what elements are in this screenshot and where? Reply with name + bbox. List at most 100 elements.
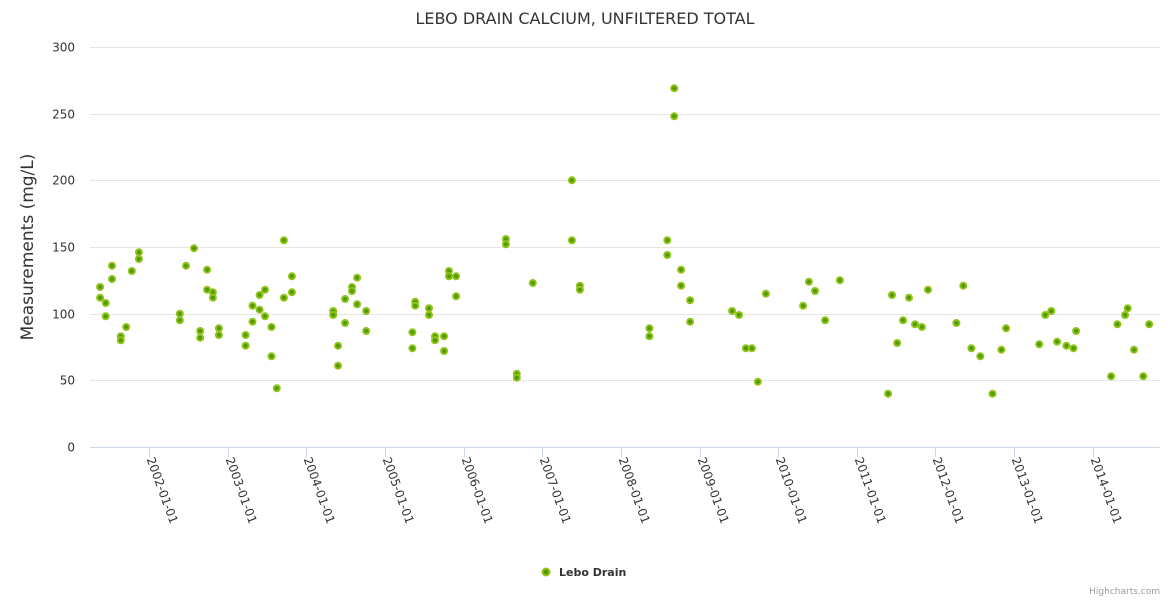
credits-link[interactable]: Highcharts.com [1089, 587, 1160, 597]
data-point[interactable] [362, 307, 371, 315]
data-point[interactable] [261, 312, 269, 321]
data-point[interactable] [905, 293, 913, 302]
data-point[interactable] [1062, 341, 1071, 350]
data-point[interactable] [663, 251, 672, 259]
data-point[interactable] [452, 272, 461, 281]
data-point[interactable] [967, 344, 976, 353]
data-point[interactable] [255, 305, 264, 314]
data-point[interactable] [334, 341, 342, 350]
data-point[interactable] [196, 333, 205, 342]
data-point[interactable] [440, 347, 449, 355]
data-point[interactable] [899, 316, 907, 325]
data-point[interactable] [353, 273, 362, 282]
data-point[interactable] [821, 316, 830, 325]
data-point[interactable] [567, 176, 576, 185]
data-point[interactable] [408, 328, 417, 337]
data-point[interactable] [341, 319, 350, 327]
data-point[interactable] [924, 285, 932, 294]
data-point[interactable] [1041, 311, 1050, 319]
data-point[interactable] [911, 320, 919, 329]
data-point[interactable] [267, 323, 276, 331]
data-point[interactable] [214, 331, 223, 339]
data-point[interactable] [334, 361, 342, 370]
data-point[interactable] [1139, 372, 1148, 381]
data-point[interactable] [175, 309, 184, 318]
data-point[interactable] [203, 265, 212, 274]
data-point[interactable] [431, 336, 439, 345]
data-point[interactable] [686, 296, 695, 305]
data-point[interactable] [1069, 344, 1078, 353]
data-point[interactable] [747, 344, 756, 353]
data-point[interactable] [341, 295, 350, 303]
data-point[interactable] [835, 276, 844, 285]
data-point[interactable] [1130, 345, 1138, 354]
data-point[interactable] [287, 288, 296, 297]
data-point[interactable] [248, 301, 257, 310]
data-point[interactable] [190, 244, 198, 253]
data-point[interactable] [1121, 311, 1130, 319]
data-point[interactable] [976, 352, 985, 361]
data-point[interactable] [122, 323, 131, 331]
series-lebo-drain[interactable] [96, 84, 1154, 398]
data-point[interactable] [362, 327, 371, 335]
data-point[interactable] [959, 281, 968, 290]
data-point[interactable] [575, 285, 584, 294]
data-point[interactable] [1113, 320, 1122, 329]
data-point[interactable] [208, 293, 217, 302]
data-point[interactable] [799, 301, 808, 310]
data-point[interactable] [329, 311, 338, 319]
data-point[interactable] [279, 293, 288, 302]
data-point[interactable] [645, 332, 654, 341]
data-point[interactable] [440, 332, 449, 341]
data-point[interactable] [116, 336, 125, 345]
data-point[interactable] [272, 384, 281, 393]
data-point[interactable] [501, 240, 510, 249]
data-point[interactable] [1107, 372, 1116, 381]
data-point[interactable] [261, 285, 269, 294]
data-point[interactable] [127, 267, 136, 275]
data-point[interactable] [917, 323, 926, 331]
data-point[interactable] [528, 279, 537, 287]
data-point[interactable] [411, 301, 420, 310]
data-point[interactable] [175, 316, 184, 325]
data-point[interactable] [1002, 324, 1011, 333]
data-point[interactable] [952, 319, 961, 327]
data-point[interactable] [1072, 327, 1081, 335]
data-point[interactable] [134, 255, 143, 263]
data-point[interactable] [893, 339, 902, 347]
legend[interactable]: Lebo Drain [541, 566, 627, 579]
data-point[interactable] [279, 236, 288, 245]
data-point[interactable] [267, 352, 276, 361]
data-point[interactable] [1053, 337, 1062, 346]
data-point[interactable] [353, 300, 362, 309]
data-point[interactable] [670, 84, 679, 93]
data-point[interactable] [677, 281, 686, 290]
data-point[interactable] [287, 272, 296, 281]
data-point[interactable] [1035, 340, 1044, 349]
data-point[interactable] [108, 261, 116, 270]
data-point[interactable] [445, 272, 453, 281]
data-point[interactable] [811, 287, 819, 295]
data-point[interactable] [888, 291, 896, 299]
data-point[interactable] [255, 291, 264, 299]
data-point[interactable] [1145, 320, 1154, 329]
data-point[interactable] [988, 389, 997, 398]
data-point[interactable] [728, 307, 737, 315]
data-point[interactable] [452, 292, 461, 301]
data-point[interactable] [425, 304, 433, 313]
data-point[interactable] [96, 283, 105, 291]
data-point[interactable] [214, 324, 223, 333]
data-point[interactable] [96, 293, 105, 302]
data-point[interactable] [241, 331, 250, 339]
data-point[interactable] [101, 312, 110, 321]
data-point[interactable] [348, 287, 356, 295]
data-point[interactable] [512, 373, 521, 382]
data-point[interactable] [1123, 304, 1132, 313]
data-point[interactable] [670, 112, 679, 121]
data-point[interactable] [884, 389, 893, 398]
data-point[interactable] [425, 311, 433, 319]
data-point[interactable] [182, 261, 190, 270]
data-point[interactable] [241, 341, 250, 350]
data-point[interactable] [196, 327, 205, 335]
data-point[interactable] [645, 324, 654, 333]
